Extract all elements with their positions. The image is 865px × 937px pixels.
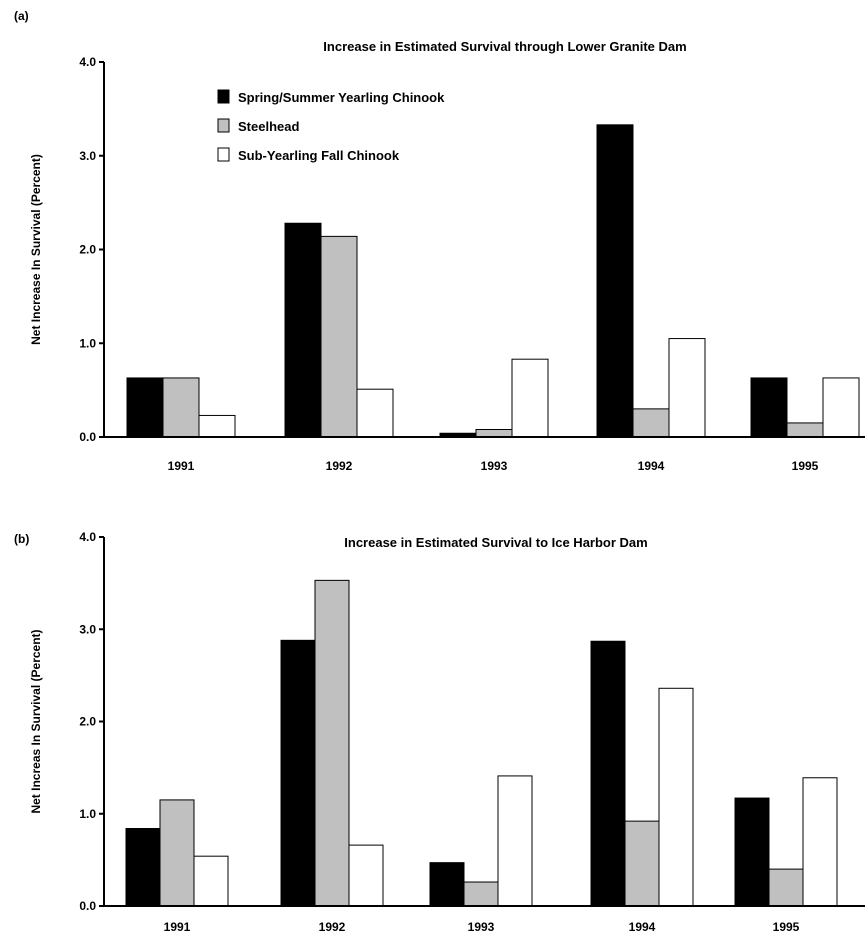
y-tick-label: 1.0 <box>79 336 96 350</box>
bar-1995-series-1 <box>734 797 770 907</box>
x-tick-label: 1994 <box>638 459 665 473</box>
bar-1992-series-1 <box>280 639 316 907</box>
bar-1991-series-3 <box>198 414 236 438</box>
bar-1993-series-2 <box>475 429 513 438</box>
chart-panel-b: (b) Increase in Estimated Survival to Ice… <box>14 530 865 934</box>
bar-1993-series-3 <box>497 775 533 907</box>
chart-panel-a: (a) Increase in Estimated Survival throug… <box>14 9 865 473</box>
y-tick-label: 2.0 <box>79 243 96 257</box>
bar-1994-series-3 <box>658 687 694 907</box>
bar-1991-series-1 <box>125 828 161 907</box>
legend-swatch <box>217 118 230 133</box>
bar-1992-series-2 <box>314 579 350 907</box>
chart-title: Increase in Estimated Survival to Ice Ha… <box>344 535 647 550</box>
x-tick-label: 1995 <box>773 920 800 934</box>
bar-1995-series-1 <box>750 377 788 438</box>
bar-1995-series-3 <box>802 777 838 907</box>
y-tick-label: 0.0 <box>79 430 96 444</box>
chart-title: Increase in Estimated Survival through L… <box>323 39 686 54</box>
bar-1993-series-1 <box>429 862 465 907</box>
x-tick-label: 1994 <box>629 920 656 934</box>
x-tick-label: 1992 <box>326 459 353 473</box>
bar-1994-series-2 <box>624 820 660 907</box>
x-tick-label: 1993 <box>468 920 495 934</box>
x-tick-label: 1995 <box>792 459 819 473</box>
y-tick-label: 0.0 <box>79 899 96 913</box>
bar-1991-series-1 <box>126 377 164 438</box>
bar-1992-series-1 <box>284 222 322 438</box>
y-axis-label: Net Increase In Survival (Percent) <box>29 154 43 345</box>
y-axis-label: Net Increas In Survival (Percent) <box>29 629 43 813</box>
x-tick-label: 1991 <box>164 920 191 934</box>
bar-1993-series-2 <box>463 881 499 907</box>
x-tick-label: 1991 <box>168 459 195 473</box>
bar-1995-series-2 <box>786 422 824 438</box>
bar-1994-series-3 <box>668 338 706 438</box>
bar-1991-series-3 <box>193 855 229 907</box>
legend-label: Sub-Yearling Fall Chinook <box>238 148 400 163</box>
legend-label: Steelhead <box>238 119 299 134</box>
legend-swatch <box>217 89 230 104</box>
y-tick-label: 2.0 <box>79 715 96 729</box>
bar-1991-series-2 <box>159 799 195 907</box>
bar-1992-series-2 <box>320 235 358 438</box>
bar-1995-series-2 <box>768 868 804 907</box>
legend-label: Spring/Summer Yearling Chinook <box>238 90 445 105</box>
panel-label: (a) <box>14 9 29 23</box>
y-tick-label: 3.0 <box>79 149 96 163</box>
bar-1993-series-3 <box>511 358 549 438</box>
y-tick-label: 1.0 <box>79 807 96 821</box>
y-tick-label: 4.0 <box>79 530 96 544</box>
bar-1994-series-1 <box>596 124 634 438</box>
bar-1992-series-3 <box>348 844 384 907</box>
y-tick-label: 4.0 <box>79 55 96 69</box>
bar-1992-series-3 <box>356 388 394 438</box>
bar-1995-series-3 <box>822 377 860 438</box>
y-tick-label: 3.0 <box>79 622 96 636</box>
bar-1991-series-2 <box>162 377 200 438</box>
bar-1994-series-2 <box>632 408 670 438</box>
bar-1994-series-1 <box>590 640 626 907</box>
x-tick-label: 1992 <box>319 920 346 934</box>
panel-label: (b) <box>14 532 29 546</box>
legend-swatch <box>217 147 230 162</box>
x-tick-label: 1993 <box>481 459 508 473</box>
